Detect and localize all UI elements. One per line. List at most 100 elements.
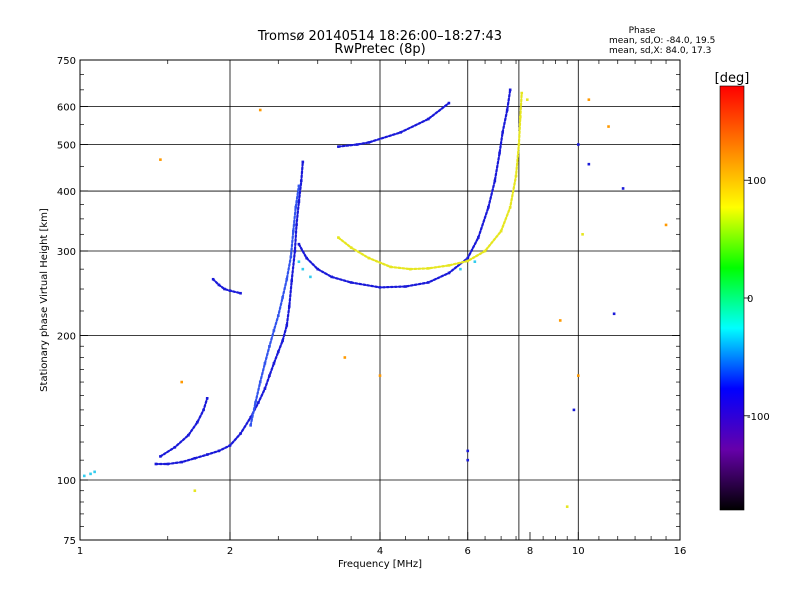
data-point — [205, 453, 209, 456]
data-point — [355, 143, 359, 146]
data-point — [408, 267, 412, 271]
data-point — [180, 460, 184, 464]
data-point — [607, 125, 610, 128]
data-point — [217, 449, 221, 453]
data-point — [519, 115, 522, 119]
data-point — [187, 433, 190, 437]
data-point — [621, 187, 625, 190]
data-point — [367, 256, 371, 260]
echo-trace — [159, 397, 209, 458]
y-tick-label: 600 — [57, 103, 76, 114]
data-point — [301, 267, 305, 271]
data-point — [297, 200, 301, 204]
data-point — [285, 324, 289, 327]
data-point — [378, 286, 382, 289]
data-point — [558, 319, 562, 322]
colorbar-tick-label: -100 — [747, 412, 770, 423]
data-point — [249, 416, 252, 419]
data-point — [309, 275, 312, 279]
data-point — [664, 223, 668, 227]
data-point — [297, 260, 301, 264]
data-point — [576, 374, 580, 377]
y-tick-label: 75 — [63, 536, 76, 547]
data-point — [196, 420, 199, 424]
data-point — [290, 279, 294, 283]
data-point — [316, 267, 320, 271]
data-point — [281, 339, 284, 343]
data-point — [301, 160, 305, 164]
tick-layer: 1 2 4 6 8 10 16 75 100 200 300 400 500 600 750 — [57, 56, 686, 557]
data-point — [517, 143, 521, 146]
data-point — [466, 256, 470, 260]
y-tick-label: 750 — [57, 56, 76, 67]
data-point — [508, 88, 512, 92]
data-point — [287, 305, 291, 308]
grid-layer — [80, 60, 680, 540]
x-tick-label: 8 — [527, 546, 533, 557]
data-point — [193, 456, 197, 460]
x-tick-label: 16 — [674, 546, 687, 557]
data-point — [426, 281, 430, 284]
data-point — [493, 179, 497, 183]
data-point — [254, 401, 257, 404]
data-points — [82, 88, 668, 508]
chart-title: Tromsø 20140514 18:26:00–18:27:43 — [257, 29, 502, 44]
data-point — [378, 374, 382, 377]
data-point — [154, 462, 158, 466]
y-tick-label: 200 — [57, 332, 76, 343]
data-point — [173, 446, 177, 449]
data-point — [180, 380, 184, 384]
data-point — [505, 108, 509, 112]
data-point — [587, 162, 591, 166]
y-tick-label: 400 — [57, 187, 76, 198]
colorbar-label: [deg] — [715, 71, 750, 86]
data-point — [217, 283, 221, 287]
colorbar-ticks: 100 0 -100 — [744, 176, 770, 423]
data-point — [202, 408, 205, 412]
chart-subtitle: RwPretec (8p) — [334, 42, 425, 57]
data-point — [337, 145, 340, 148]
data-point — [477, 236, 480, 239]
data-point — [193, 489, 197, 493]
data-point — [459, 267, 462, 271]
y-tick-label: 300 — [57, 247, 76, 258]
data-point — [525, 98, 529, 101]
data-point — [337, 236, 340, 239]
echo-trace — [249, 184, 300, 427]
echo-trace — [337, 101, 450, 148]
data-point — [292, 229, 295, 233]
data-point — [349, 246, 353, 249]
data-point — [299, 179, 303, 183]
data-point — [587, 98, 591, 101]
data-point — [514, 174, 518, 178]
data-point — [389, 265, 392, 269]
y-tick-label: 500 — [57, 141, 76, 152]
phase-stat-x: mean, sd,X: 84.0, 17.3 — [609, 46, 711, 56]
data-point — [276, 314, 280, 317]
data-point — [473, 260, 477, 264]
x-axis-label: Frequency [MHz] — [338, 559, 422, 570]
data-point — [294, 205, 298, 209]
data-point — [447, 271, 451, 275]
data-point — [612, 312, 616, 316]
data-point — [572, 408, 576, 412]
data-point — [305, 256, 308, 260]
data-point — [263, 362, 267, 365]
data-point — [349, 281, 353, 284]
data-point — [447, 264, 451, 267]
data-point — [426, 117, 430, 121]
data-point — [293, 249, 297, 253]
x-tick-label: 6 — [465, 546, 471, 557]
data-point — [263, 387, 267, 390]
data-point — [239, 291, 242, 295]
data-point — [466, 259, 470, 263]
y-axis-label: Stationary phase Virtual Height [km] — [39, 208, 50, 392]
data-point — [581, 233, 584, 236]
data-point — [159, 158, 162, 161]
data-point — [258, 108, 262, 112]
data-point — [249, 424, 252, 427]
y-tick-label: 100 — [57, 476, 76, 487]
data-point — [289, 255, 293, 258]
plot-frame — [79, 59, 681, 541]
